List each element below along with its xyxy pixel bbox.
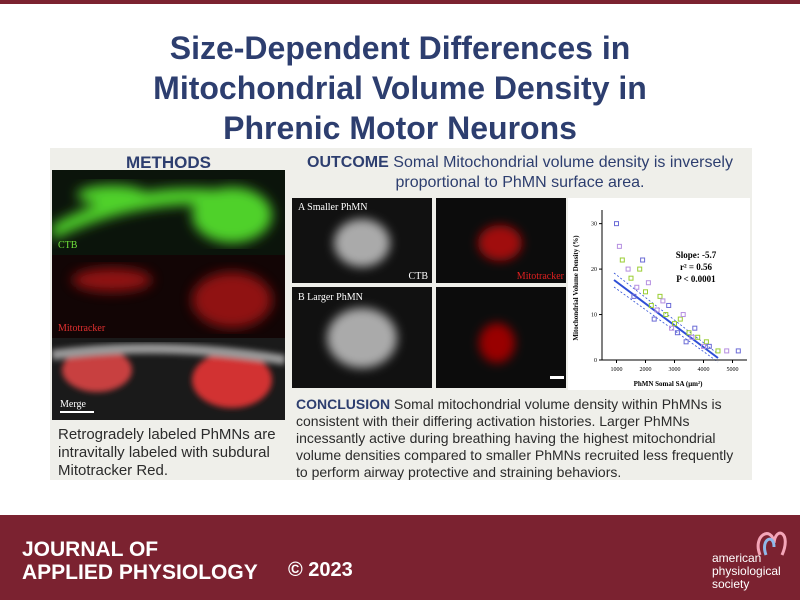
journal-line: JOURNAL OF <box>22 538 159 561</box>
point <box>677 316 683 322</box>
point <box>614 221 619 227</box>
point <box>683 339 689 345</box>
x-tick-label: 3000 <box>669 367 681 373</box>
point <box>619 257 625 263</box>
stat: r² = 0.56 <box>680 262 713 272</box>
point <box>680 312 686 318</box>
x-axis-label: PhMN Somal SA (μm²) <box>634 380 704 388</box>
methods-images: CTB Mitotracker Merge <box>52 170 285 420</box>
image-label: CTB <box>58 240 78 251</box>
conclusion: CONCLUSION Somal mitochondrial volume de… <box>296 396 746 481</box>
society-line: physiological <box>712 564 781 578</box>
panel-images: A Smaller PhMN B Larger PhMN CTB Mitotra… <box>292 198 566 388</box>
point <box>686 330 692 336</box>
point <box>640 257 646 263</box>
image-label: Mitotracker <box>58 323 106 334</box>
point <box>660 298 666 304</box>
x-tick-label: 2000 <box>640 367 652 373</box>
point <box>634 284 640 290</box>
point <box>666 302 672 308</box>
point <box>715 348 721 354</box>
outcome: OUTCOME Somal Mitochondrial volume densi… <box>300 153 740 193</box>
regression-line <box>613 279 719 359</box>
point <box>672 321 677 327</box>
y-tick-label: 10 <box>591 313 597 319</box>
image-label: Merge <box>60 399 86 410</box>
point <box>628 275 634 281</box>
conclusion-text: Somal mitochondrial volume density withi… <box>296 396 734 480</box>
point <box>637 266 643 272</box>
x-tick-label: 5000 <box>727 367 739 373</box>
methods-caption: Retrogradely labeled PhMNs are intravita… <box>58 426 276 479</box>
y-tick-label: 20 <box>591 267 597 273</box>
point <box>706 343 712 349</box>
journal-name: JOURNAL OF APPLIED PHYSIOLOGY <box>22 538 258 584</box>
society-logo <box>756 531 787 556</box>
journal-line: APPLIED PHYSIOLOGY <box>22 561 258 584</box>
y-axis-label: Mitochondrial Volume Density (%) <box>572 235 580 341</box>
point <box>692 325 698 331</box>
title-line: Mitochondrial Volume Density in <box>153 70 647 106</box>
point <box>616 243 622 249</box>
stat: P < 0.0001 <box>676 274 716 284</box>
confidence-line <box>613 272 719 355</box>
y-tick-label: 0 <box>594 358 597 364</box>
point <box>703 339 709 345</box>
point <box>735 348 741 354</box>
methods-heading: METHODS <box>126 153 211 172</box>
point <box>663 312 669 318</box>
point <box>645 280 651 286</box>
point <box>643 289 648 295</box>
panel-label: A Smaller PhMN <box>298 202 367 213</box>
scatter-plot: Mitochondrial Volume Density (%) PhMN So… <box>568 198 750 390</box>
point <box>654 307 660 313</box>
panel-label: B Larger PhMN <box>298 292 363 303</box>
image-label: Mitotracker <box>517 271 565 282</box>
year: © 2023 <box>288 559 353 581</box>
outcome-text: Somal Mitochondrial volume density is in… <box>393 154 733 191</box>
society-line: society <box>712 577 750 591</box>
stat: Slope: -5.7 <box>676 250 717 260</box>
point <box>625 266 631 272</box>
outcome-label: OUTCOME <box>307 154 389 171</box>
point <box>657 293 663 299</box>
x-tick-label: 4000 <box>698 367 710 373</box>
point <box>651 316 657 322</box>
point <box>695 334 701 340</box>
image-label: CTB <box>409 271 429 282</box>
top-bar <box>0 0 800 4</box>
point <box>669 325 675 331</box>
title-line: Size-Dependent Differences in <box>169 30 631 66</box>
title-line: Phrenic Motor Neurons <box>223 110 577 146</box>
point <box>701 343 706 349</box>
society-line: american <box>712 551 762 565</box>
point <box>631 293 637 299</box>
y-tick-label: 30 <box>591 222 597 228</box>
society-name: american physiological society <box>712 552 781 591</box>
point <box>724 348 730 354</box>
point <box>689 334 695 340</box>
point <box>674 330 680 336</box>
footer <box>0 515 800 600</box>
confidence-line <box>613 286 719 363</box>
x-tick-label: 1000 <box>611 367 623 373</box>
conclusion-label: CONCLUSION <box>296 396 391 412</box>
point <box>648 302 654 308</box>
